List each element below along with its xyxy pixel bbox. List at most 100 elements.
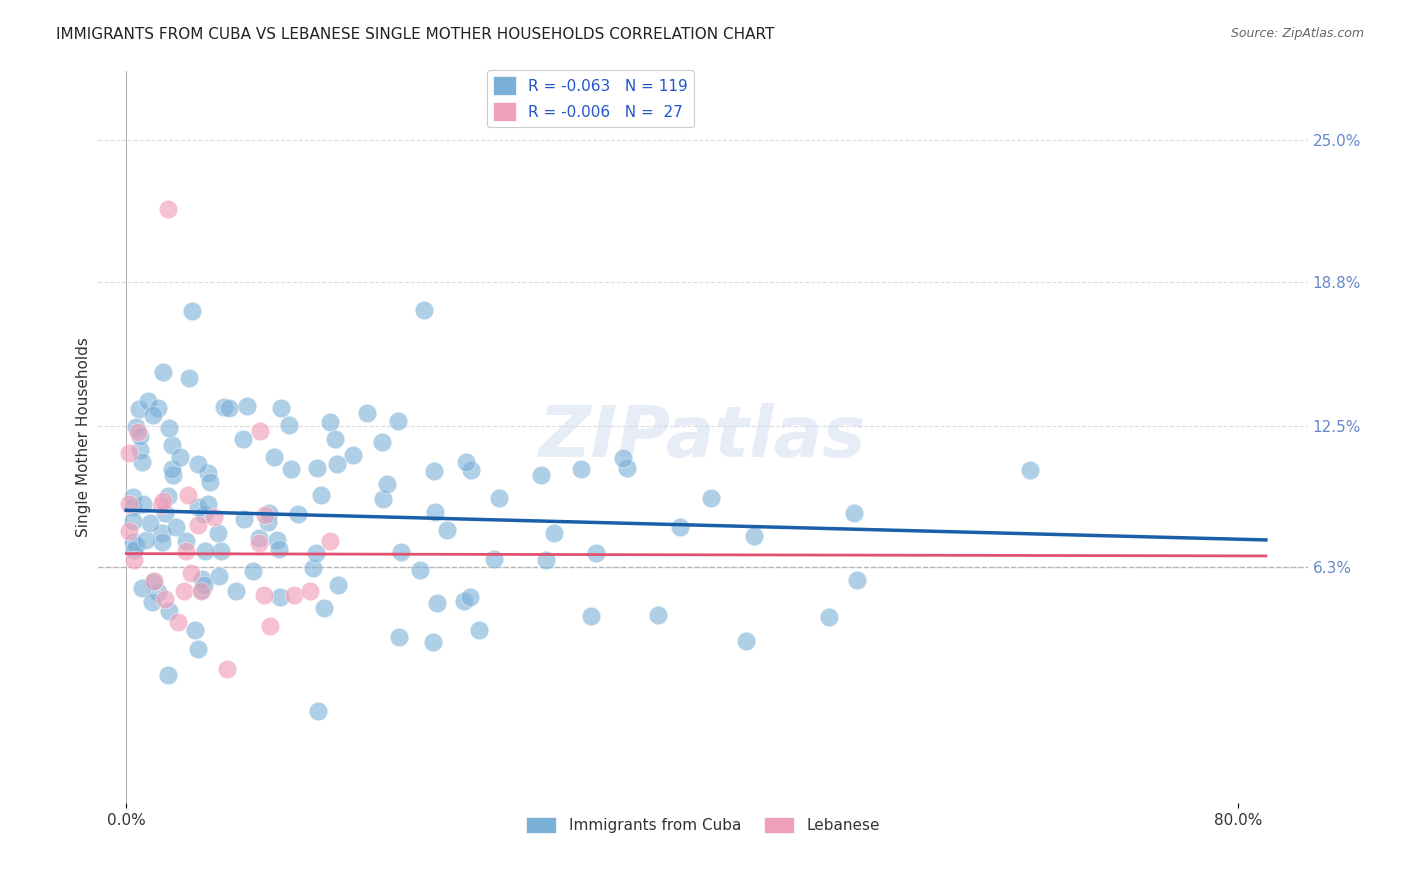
Point xyxy=(233,512,256,526)
Point xyxy=(155,591,177,606)
Point xyxy=(389,545,412,559)
Point xyxy=(319,534,342,549)
Point xyxy=(612,450,634,465)
Text: ZIPatlas: ZIPatlas xyxy=(540,402,866,472)
Legend: Immigrants from Cuba, Lebanese: Immigrants from Cuba, Lebanese xyxy=(520,811,886,839)
Point xyxy=(436,523,458,537)
Point xyxy=(249,531,271,545)
Point xyxy=(1018,463,1040,477)
Point xyxy=(257,515,280,529)
Point xyxy=(128,402,150,417)
Point xyxy=(247,536,270,550)
Point xyxy=(127,425,149,440)
Point xyxy=(152,364,174,378)
Point xyxy=(122,490,145,504)
Point xyxy=(375,476,398,491)
Point xyxy=(202,510,225,524)
Point xyxy=(460,590,482,604)
Point xyxy=(191,583,214,598)
Point xyxy=(423,464,446,478)
Point xyxy=(426,596,449,610)
Point xyxy=(569,461,592,475)
Point xyxy=(187,517,209,532)
Point xyxy=(136,393,159,408)
Point xyxy=(305,546,328,560)
Point xyxy=(194,544,217,558)
Point xyxy=(193,508,215,522)
Point xyxy=(236,400,259,414)
Point xyxy=(157,420,180,434)
Point xyxy=(135,533,157,547)
Point xyxy=(207,525,229,540)
Point xyxy=(269,542,291,557)
Point xyxy=(460,463,482,477)
Point xyxy=(326,458,349,472)
Point xyxy=(253,508,276,522)
Point xyxy=(257,506,280,520)
Point xyxy=(156,202,179,216)
Point xyxy=(326,578,349,592)
Point xyxy=(208,569,231,583)
Point xyxy=(534,553,557,567)
Point xyxy=(180,566,202,580)
Point xyxy=(283,588,305,602)
Point xyxy=(647,607,669,622)
Point xyxy=(131,581,153,595)
Point xyxy=(735,634,758,648)
Point xyxy=(150,526,173,541)
Point xyxy=(157,489,180,503)
Point xyxy=(309,488,332,502)
Point xyxy=(371,491,394,506)
Point xyxy=(190,584,212,599)
Point xyxy=(118,446,141,460)
Y-axis label: Single Mother Households: Single Mother Households xyxy=(76,337,91,537)
Point xyxy=(197,497,219,511)
Point xyxy=(453,594,475,608)
Point xyxy=(299,584,322,599)
Point xyxy=(249,424,271,438)
Point xyxy=(125,420,148,434)
Point xyxy=(581,609,603,624)
Point xyxy=(122,535,145,549)
Point xyxy=(585,546,607,560)
Legend: R = -0.063   N = 119, R = -0.006   N =  27: R = -0.063 N = 119, R = -0.006 N = 27 xyxy=(486,70,695,128)
Point xyxy=(167,615,190,630)
Point xyxy=(266,533,288,548)
Point xyxy=(668,519,690,533)
Point xyxy=(193,577,215,591)
Point xyxy=(129,429,152,443)
Point xyxy=(270,401,292,415)
Point xyxy=(132,497,155,511)
Point xyxy=(157,604,180,618)
Point xyxy=(278,418,301,433)
Point xyxy=(184,623,207,637)
Point xyxy=(187,500,209,514)
Point xyxy=(149,498,172,512)
Point xyxy=(146,401,169,416)
Point xyxy=(174,534,197,549)
Point xyxy=(482,552,505,566)
Point xyxy=(143,574,166,588)
Point xyxy=(409,563,432,577)
Point xyxy=(187,458,209,472)
Point xyxy=(169,450,191,464)
Point xyxy=(844,506,866,520)
Point xyxy=(177,370,200,384)
Point xyxy=(131,455,153,469)
Point xyxy=(122,543,145,558)
Point xyxy=(225,584,247,599)
Point xyxy=(387,414,409,428)
Point xyxy=(312,601,335,615)
Point xyxy=(280,461,302,475)
Point xyxy=(325,432,347,446)
Point xyxy=(118,497,141,511)
Point xyxy=(124,553,146,567)
Point xyxy=(142,575,165,590)
Point xyxy=(129,442,152,457)
Point xyxy=(173,583,195,598)
Point xyxy=(160,461,183,475)
Point xyxy=(162,438,184,452)
Text: IMMIGRANTS FROM CUBA VS LEBANESE SINGLE MOTHER HOUSEHOLDS CORRELATION CHART: IMMIGRANTS FROM CUBA VS LEBANESE SINGLE … xyxy=(56,27,775,42)
Point xyxy=(152,494,174,508)
Point xyxy=(165,519,187,533)
